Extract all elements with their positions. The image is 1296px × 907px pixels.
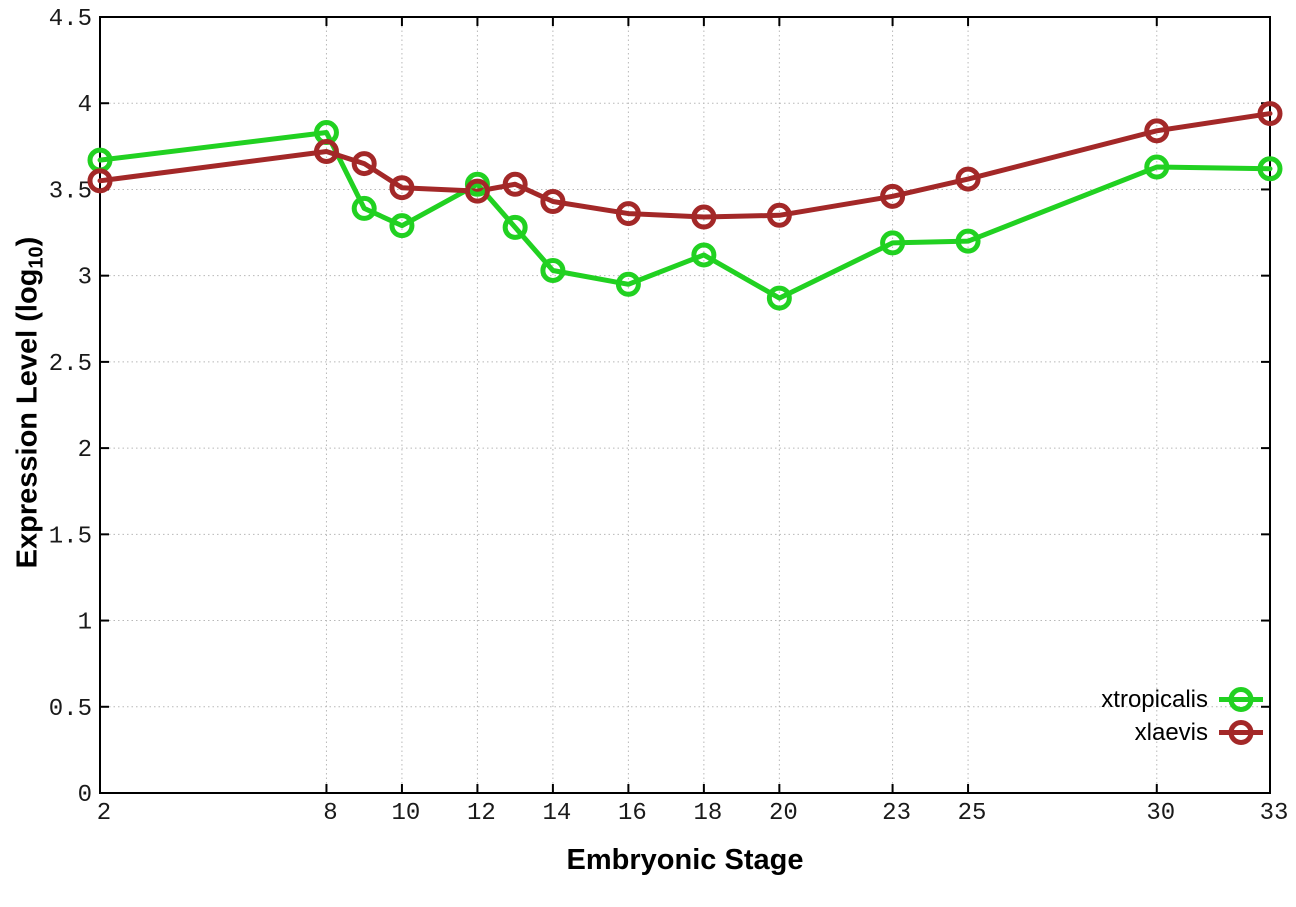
data-point-xlaevis: [955, 166, 981, 192]
data-point-xtropicalis: [766, 285, 792, 311]
data-point-xtropicalis: [540, 257, 566, 283]
y-tick-label: 2: [78, 437, 92, 464]
x-tick-label: 33: [1260, 800, 1289, 827]
legend-label-xtropicalis: xtropicalis: [1101, 685, 1208, 713]
data-point-xtropicalis: [615, 271, 641, 297]
x-tick-label: 2: [97, 800, 111, 827]
y-tick-label: 1: [78, 610, 92, 637]
x-axis-title: Embryonic Stage: [566, 844, 804, 876]
data-point-xlaevis: [691, 204, 717, 230]
data-point-xtropicalis: [389, 213, 415, 239]
x-tick-label: 12: [467, 800, 496, 827]
data-point-xlaevis: [351, 151, 377, 177]
data-point-xlaevis: [313, 139, 339, 165]
x-tick-label: 20: [769, 800, 798, 827]
x-tick-label: 23: [882, 800, 911, 827]
legend-item-xtropicalis: xtropicalis: [1101, 684, 1264, 715]
data-point-xlaevis: [615, 201, 641, 227]
y-tick-label: 1.5: [49, 523, 92, 550]
legend: xtropicalis xlaevis: [1101, 684, 1264, 748]
y-tick-label: 3.5: [49, 178, 92, 205]
x-tick-label: 10: [392, 800, 421, 827]
data-point-xlaevis: [464, 178, 490, 204]
y-tick-label: 2.5: [49, 351, 92, 378]
data-point-xlaevis: [502, 171, 528, 197]
y-axis-title-main: Expression Level (log: [11, 268, 44, 569]
x-tick-label: 14: [542, 800, 571, 827]
data-point-xlaevis: [87, 168, 113, 194]
y-axis-title: Expression Level (log10): [11, 153, 48, 653]
y-tick-label: 4: [78, 92, 92, 119]
plot-border: [99, 16, 1271, 794]
data-point-xtropicalis: [1144, 154, 1170, 180]
y-axis-title-end: ): [11, 236, 44, 247]
data-point-xtropicalis: [351, 195, 377, 221]
x-tick-label: 16: [618, 800, 647, 827]
data-point-xtropicalis: [691, 242, 717, 268]
series-line-xtropicalis: [97, 130, 1273, 301]
data-point-xlaevis: [766, 202, 792, 228]
data-point-xtropicalis: [1257, 156, 1283, 182]
y-tick-label: 3: [78, 265, 92, 292]
data-point-xlaevis: [880, 183, 906, 209]
x-tick-label: 8: [323, 800, 337, 827]
legend-marker-xlaevis-icon: [1219, 720, 1263, 745]
data-point-xlaevis: [540, 189, 566, 215]
y-axis-title-subscript: 10: [25, 246, 48, 269]
data-point-xlaevis: [1144, 118, 1170, 144]
x-tick-label: 25: [958, 800, 987, 827]
x-tick-label: 30: [1146, 800, 1175, 827]
data-point-xtropicalis: [502, 214, 528, 240]
data-point-xlaevis: [1257, 101, 1283, 127]
series-line-xlaevis: [97, 111, 1273, 220]
x-tick-label: 18: [693, 800, 722, 827]
y-tick-label: 4.5: [49, 6, 92, 33]
data-point-xtropicalis: [880, 230, 906, 256]
y-tick-label: 0: [78, 782, 92, 809]
data-point-xlaevis: [389, 175, 415, 201]
legend-marker-xtropicalis-icon: [1219, 687, 1263, 712]
legend-label-xlaevis: xlaevis: [1134, 718, 1208, 746]
legend-item-xlaevis: xlaevis: [1135, 717, 1264, 748]
y-tick-label: 0.5: [49, 696, 92, 723]
data-point-xtropicalis: [955, 228, 981, 254]
